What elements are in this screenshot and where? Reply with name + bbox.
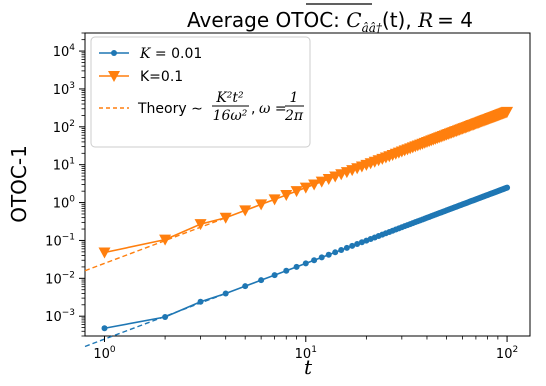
theory-lines [84, 217, 226, 348]
legend-theory-prefix: Theory ∼ [137, 101, 203, 117]
legend-theory-num: K²t² [215, 90, 244, 106]
theory-line [84, 217, 226, 272]
data-point [280, 189, 293, 201]
x-axis: 100 101 102 [93, 336, 518, 362]
data-point [101, 325, 108, 332]
data-point [299, 182, 312, 194]
y-tick-label: 101 [53, 157, 75, 174]
data-point [308, 179, 321, 191]
legend-theory-omega-den: 2π [284, 108, 304, 124]
data-point [343, 244, 350, 251]
data-point [194, 219, 207, 231]
series-k01 [98, 106, 514, 259]
data-point [504, 184, 511, 191]
title-r-label: R [417, 8, 433, 32]
data-point [322, 173, 335, 185]
legend-entry-k001: K = 0.01 [99, 46, 202, 62]
data-point [354, 241, 361, 248]
y-tick-label: 10−3 [45, 308, 75, 325]
x-axis-label: t [304, 355, 313, 379]
x-tick-label: 102 [496, 345, 518, 362]
data-point [325, 251, 332, 258]
data-point [255, 199, 268, 211]
y-axis-label: OTOC-1 [7, 145, 31, 223]
legend-theory-den: 16ω² [213, 108, 248, 124]
data-point [159, 234, 172, 246]
data-point [302, 260, 309, 267]
y-tick-label: 100 [53, 195, 76, 212]
data-point [349, 242, 356, 249]
x-tick-label: 101 [295, 345, 317, 362]
legend-marker-triangle [108, 71, 120, 82]
data-point [501, 106, 514, 118]
data-point [311, 257, 318, 264]
x-tick-label: 100 [93, 345, 116, 362]
title-arg: (t), [382, 8, 418, 32]
legend-k001-var: K [139, 46, 152, 62]
data-point [283, 267, 290, 274]
legend-theory-comma: , [251, 101, 255, 117]
legend-box [90, 36, 311, 148]
y-axis: 10−3 10−2 10−1 100 101 102 103 104 [45, 32, 85, 337]
title-prefix: Average OTOC: [187, 8, 346, 32]
data-point [338, 247, 345, 254]
y-tick-label: 10−1 [45, 232, 75, 249]
data-point [332, 249, 339, 256]
legend-entry-theory: Theory ∼ K²t² 16ω² , ω = 1 2π [99, 90, 304, 124]
data-point [258, 277, 265, 284]
data-point [268, 194, 281, 206]
data-point [271, 272, 278, 279]
legend: K = 0.01 K=0.1 Theory ∼ K²t² 16ω² , ω = … [90, 36, 311, 148]
legend-k01-label: K=0.1 [140, 69, 183, 85]
y-tick-label: 10−2 [45, 270, 75, 287]
data-point [239, 205, 252, 217]
data-point [318, 254, 325, 261]
data-point [197, 298, 204, 305]
data-point [162, 314, 169, 321]
title-symbol: C [346, 8, 361, 32]
y-tick-label: 102 [53, 119, 75, 136]
title-r-value: = 4 [437, 8, 473, 32]
svg-text:Average OTOC: Cââ†(t), R= 4: Average OTOC: Cââ†(t), R = 4 [187, 8, 473, 35]
y-tick-label: 103 [53, 81, 75, 98]
svg-text:K = 0.01: K = 0.01 [139, 46, 202, 62]
data-point [98, 247, 111, 259]
legend-theory-omega: ω = [259, 101, 287, 117]
data-point [315, 176, 328, 188]
data-point [222, 290, 229, 297]
data-point [242, 283, 249, 290]
chart-title: Average OTOC: Cââ†(t), R = 4 [187, 3, 473, 35]
data-series [98, 106, 514, 332]
y-tick-label: 104 [53, 43, 76, 60]
legend-entry-k01: K=0.1 [99, 69, 183, 85]
title-subscript: ââ† [362, 21, 383, 35]
data-point [219, 212, 232, 224]
data-point [293, 263, 300, 270]
legend-theory-omega-num: 1 [290, 90, 299, 106]
legend-k001-rest: = 0.01 [150, 46, 202, 62]
theory-line [84, 292, 226, 348]
data-point [290, 186, 303, 198]
legend-marker-circle [111, 50, 117, 56]
series-k001 [101, 184, 511, 332]
